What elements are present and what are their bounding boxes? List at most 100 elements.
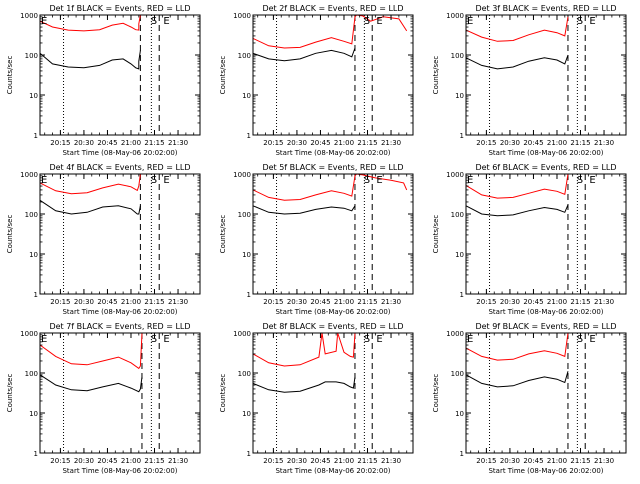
marker-annotation: S [577, 16, 583, 27]
series-events-line [252, 47, 356, 62]
y-tick-label: 1 [460, 291, 464, 299]
y-tick-label: 1000 [233, 171, 251, 179]
y-tick-label: 100 [238, 370, 251, 378]
x-axis-label: Start Time (08-May-06 20:02:00) [62, 467, 177, 475]
y-axis-label: Counts/sec [6, 56, 14, 95]
series-events-line [465, 371, 569, 388]
y-tick-label: 100 [451, 52, 464, 60]
series-lld-line [252, 332, 356, 367]
y-tick-label: 100 [238, 211, 251, 219]
x-tick-label: 20:30 [500, 139, 520, 147]
x-tick-label: 21:00 [547, 139, 567, 147]
y-tick-label: 100 [451, 370, 464, 378]
x-tick-label: 21:30 [381, 457, 401, 465]
x-tick-label: 20:30 [500, 457, 520, 465]
plot-frame [39, 14, 201, 136]
marker-annotation: S [151, 175, 157, 186]
y-axis-label: Counts/sec [432, 56, 440, 95]
y-axis-label: Counts/sec [219, 215, 227, 254]
panel-title: Det 6f BLACK = Events, RED = LLD [475, 163, 616, 172]
marker-annotation: S [151, 16, 157, 27]
series-events-line [252, 376, 356, 393]
series-lld-line [465, 173, 569, 199]
y-tick-label: 10 [242, 251, 251, 259]
x-tick-label: 20:15 [263, 139, 283, 147]
x-tick-label: 20:15 [476, 457, 496, 465]
y-tick-label: 1000 [233, 330, 251, 338]
x-tick-label: 20:30 [74, 298, 94, 306]
plot-frame [465, 332, 627, 454]
x-tick-label: 21:30 [381, 298, 401, 306]
x-tick-label: 20:30 [74, 457, 94, 465]
plot-frame [39, 332, 201, 454]
y-tick-label: 100 [25, 211, 38, 219]
x-tick-label: 21:15 [144, 139, 164, 147]
y-axis-label: Counts/sec [432, 374, 440, 413]
panel-det-5: Det 5f BLACK = Events, RED = LLD Counts/s… [219, 163, 414, 316]
x-axis-label: Start Time (08-May-06 20:02:00) [488, 149, 603, 157]
y-tick-label: 100 [25, 370, 38, 378]
x-tick-label: 21:30 [594, 457, 614, 465]
marker-annotation: E [163, 334, 169, 345]
panel-det-6: Det 6f BLACK = Events, RED = LLD Counts/s… [432, 163, 627, 316]
y-tick-label: 1 [247, 291, 251, 299]
x-axis-label: Start Time (08-May-06 20:02:00) [62, 149, 177, 157]
series-lld-line [465, 332, 569, 361]
x-tick-label: 21:30 [381, 139, 401, 147]
plot-frame [252, 14, 414, 136]
plot-frame [252, 173, 414, 295]
x-tick-label: 20:45 [97, 298, 117, 306]
y-tick-label: 10 [29, 251, 38, 259]
panel-title: Det 9f BLACK = Events, RED = LLD [475, 322, 616, 331]
y-tick-label: 1 [460, 132, 464, 140]
series-events-line [465, 204, 569, 217]
y-tick-label: 10 [455, 251, 464, 259]
plot-frame [39, 173, 201, 295]
x-axis-label: Start Time (08-May-06 20:02:00) [62, 308, 177, 316]
marker-annotation: E [163, 175, 169, 186]
x-tick-label: 20:30 [500, 298, 520, 306]
marker-annotation: E [467, 334, 473, 345]
marker-annotation: S [364, 334, 370, 345]
y-axis-label: Counts/sec [6, 374, 14, 413]
y-axis-label: Counts/sec [6, 215, 14, 254]
x-tick-label: 21:15 [570, 298, 590, 306]
y-tick-label: 1 [34, 450, 38, 458]
x-tick-label: 21:00 [547, 298, 567, 306]
x-tick-label: 21:15 [570, 139, 590, 147]
marker-annotation: E [163, 16, 169, 27]
x-tick-label: 20:30 [287, 298, 307, 306]
panel-det-3: Det 3f BLACK = Events, RED = LLD Counts/s… [432, 4, 627, 157]
x-tick-label: 20:15 [50, 298, 70, 306]
x-tick-label: 21:00 [121, 139, 141, 147]
marker-annotation: E [589, 175, 595, 186]
panel-title: Det 3f BLACK = Events, RED = LLD [475, 4, 616, 13]
y-tick-label: 1000 [20, 12, 38, 20]
panel-title: Det 5f BLACK = Events, RED = LLD [262, 163, 403, 172]
x-tick-label: 20:15 [50, 457, 70, 465]
x-axis-label: Start Time (08-May-06 20:02:00) [275, 308, 390, 316]
x-tick-label: 21:00 [121, 457, 141, 465]
marker-annotation: E [41, 334, 47, 345]
y-tick-label: 1000 [446, 171, 464, 179]
panel-det-1: Det 1f BLACK = Events, RED = LLD Counts/s… [6, 4, 201, 157]
x-tick-label: 20:15 [476, 298, 496, 306]
y-tick-label: 1000 [20, 330, 38, 338]
x-tick-label: 20:15 [476, 139, 496, 147]
panel-title: Det 7f BLACK = Events, RED = LLD [49, 322, 190, 331]
y-tick-label: 10 [455, 92, 464, 100]
x-tick-label: 21:00 [334, 139, 354, 147]
plot-frame [252, 332, 414, 454]
series-lld-line [465, 16, 569, 42]
marker-annotation: S [364, 175, 370, 186]
y-tick-label: 100 [451, 211, 464, 219]
y-tick-label: 1 [460, 450, 464, 458]
series-lld-line [252, 14, 408, 49]
series-events-line [465, 54, 569, 70]
x-tick-label: 20:45 [310, 139, 330, 147]
x-tick-label: 20:45 [523, 139, 543, 147]
panel-det-8: Det 8f BLACK = Events, RED = LLD Counts/s… [219, 322, 414, 475]
y-tick-label: 1000 [233, 12, 251, 20]
